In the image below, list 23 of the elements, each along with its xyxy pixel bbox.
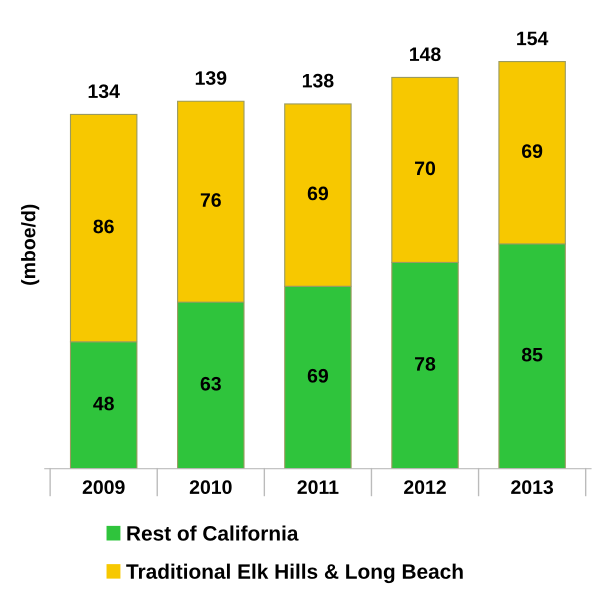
total-label: 138 xyxy=(302,74,334,88)
total-label: 148 xyxy=(410,47,441,62)
total-label: 154 xyxy=(517,32,548,46)
legend-label: Traditional Elk Hills & Long Beach xyxy=(126,564,463,584)
data-label: 78 xyxy=(415,357,436,371)
data-label: 69 xyxy=(308,368,328,383)
total-label: 134 xyxy=(88,84,120,98)
y-axis-title: (mboe/d) xyxy=(21,204,40,285)
data-label: 69 xyxy=(308,186,328,200)
data-label: 63 xyxy=(200,376,221,391)
data-label: 48 xyxy=(93,396,114,410)
data-label: 86 xyxy=(93,220,114,234)
legend-label: Rest of California xyxy=(127,525,299,541)
data-label: 69 xyxy=(522,144,542,158)
x-tick-label: 2013 xyxy=(511,480,554,494)
total-label: 139 xyxy=(196,71,226,85)
x-tick-label: 2011 xyxy=(297,480,338,494)
data-label: 85 xyxy=(522,348,542,362)
data-label: 70 xyxy=(415,161,436,176)
x-tick-label: 2010 xyxy=(190,480,232,494)
x-tick-label: 2009 xyxy=(82,480,125,494)
x-tick-label: 2012 xyxy=(404,480,446,494)
data-label: 76 xyxy=(200,193,221,207)
